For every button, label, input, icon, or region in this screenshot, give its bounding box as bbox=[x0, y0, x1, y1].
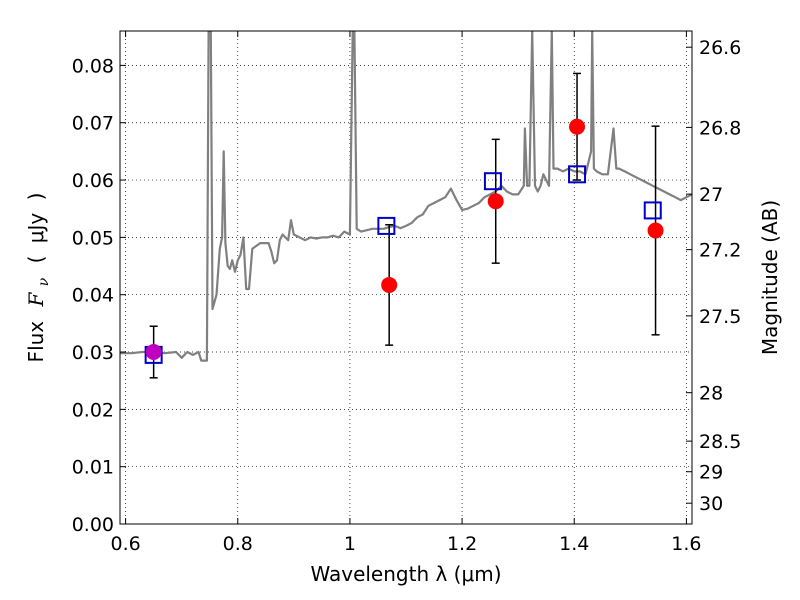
observed-point bbox=[569, 118, 586, 135]
x-axis-label: Wavelength λ (μm) bbox=[310, 562, 501, 586]
y-axis-label-symbol: F bbox=[24, 292, 48, 308]
y-tick-label: 0.00 bbox=[72, 514, 114, 536]
axis-ticks: 0.6 0.8 1 1.2 1.4 1.6 0.00 0.01 0.02 0.03 0.04 0.05… bbox=[72, 31, 741, 555]
synthetic-point bbox=[568, 165, 587, 184]
right-tick-label: 27.2 bbox=[699, 240, 741, 262]
y-axis-label-subscript: ν bbox=[36, 277, 52, 286]
y-tick-label: 0.02 bbox=[72, 399, 114, 421]
y-axis-label: Flux F ν ( μJy ) bbox=[24, 193, 53, 363]
right-tick-label: 29 bbox=[699, 462, 723, 484]
y-axis-label-close: ) bbox=[24, 193, 48, 201]
synthetic-point bbox=[643, 201, 662, 220]
y-tick-label: 0.04 bbox=[72, 285, 114, 307]
observed-photometry bbox=[145, 118, 664, 361]
model-spectrum-line bbox=[120, 31, 692, 362]
right-tick-label: 26.8 bbox=[699, 117, 741, 139]
y-tick-label: 0.05 bbox=[72, 227, 114, 249]
y-axis-label-open: ( bbox=[24, 256, 48, 264]
grid bbox=[120, 31, 692, 525]
x-tick-label: 0.6 bbox=[110, 533, 140, 555]
plot-frame bbox=[119, 30, 693, 525]
y-tick-label: 0.03 bbox=[72, 342, 114, 364]
right-tick-label: 27 bbox=[699, 184, 723, 206]
y-tick-label: 0.01 bbox=[72, 457, 114, 479]
synthetic-point bbox=[483, 172, 502, 191]
y-tick-label: 0.06 bbox=[72, 170, 114, 192]
right-tick-label: 27.5 bbox=[699, 306, 741, 328]
right-tick-label: 28.5 bbox=[699, 431, 741, 453]
model-spectrum bbox=[120, 31, 692, 362]
x-tick-label: 1.6 bbox=[671, 533, 701, 555]
x-tick-label: 1.4 bbox=[559, 533, 589, 555]
y-axis-label-unit: μJy bbox=[24, 213, 48, 244]
right-tick-label: 30 bbox=[699, 493, 723, 515]
x-tick-label: 1 bbox=[344, 533, 356, 555]
x-tick-label: 0.8 bbox=[223, 533, 253, 555]
right-tick-label: 28 bbox=[699, 383, 723, 405]
right-tick-label: 26.6 bbox=[699, 37, 741, 59]
observed-point bbox=[145, 344, 162, 361]
observed-point bbox=[381, 276, 398, 293]
right-axis-label: Magnitude (AB) bbox=[758, 200, 782, 355]
observed-point bbox=[647, 222, 664, 239]
synthetic-point bbox=[377, 216, 396, 235]
observed-point bbox=[487, 193, 504, 210]
synthetic-photometry bbox=[144, 165, 662, 364]
y-tick-label: 0.08 bbox=[72, 55, 114, 77]
x-tick-label: 1.2 bbox=[447, 533, 477, 555]
y-tick-label: 0.07 bbox=[72, 113, 114, 135]
y-axis-label-flux: Flux bbox=[24, 321, 48, 363]
